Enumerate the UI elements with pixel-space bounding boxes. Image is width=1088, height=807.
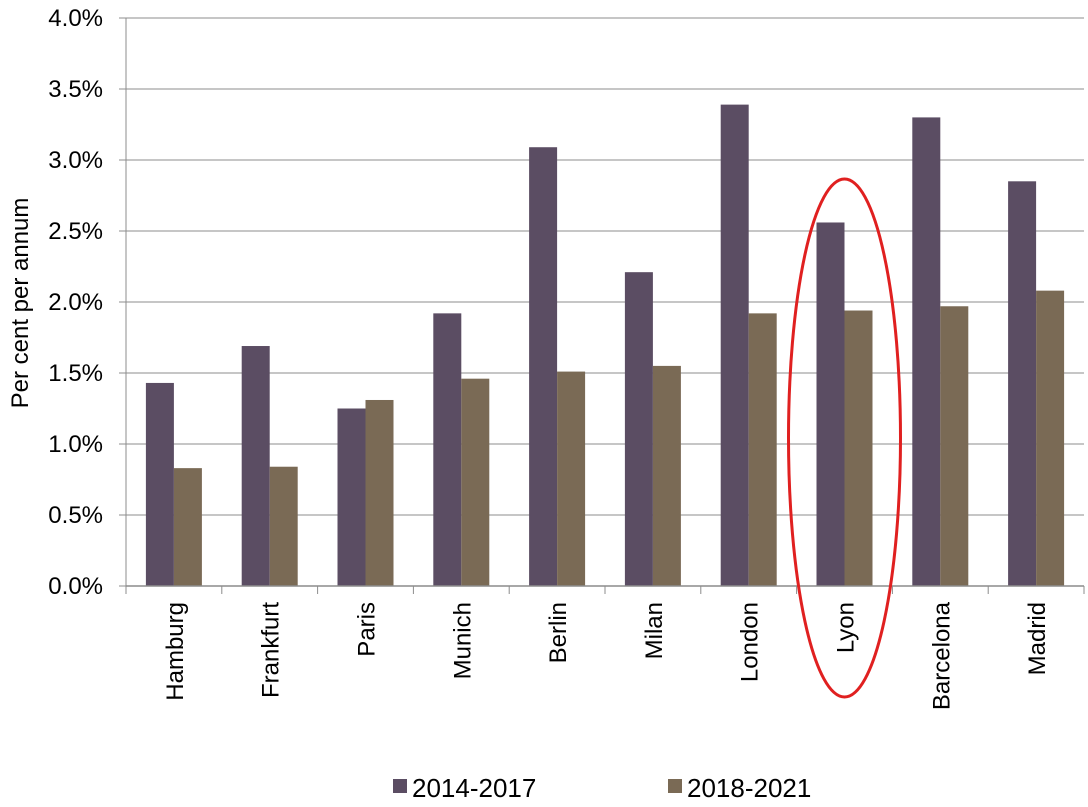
bar-milan-2014-2017	[624, 272, 653, 586]
x-tick-label: Milan	[641, 602, 668, 659]
x-tick-label: Frankfurt	[258, 602, 285, 698]
y-axis-title: Per cent per annum	[7, 198, 34, 409]
x-tick-labels: Hamburg Frankfurt Paris Munich Berlin Milan Lo…	[162, 601, 1051, 710]
bar-lyon-2018-2021	[844, 310, 873, 586]
x-tick-label: London	[737, 602, 764, 682]
bar-madrid-2014-2017	[1008, 181, 1037, 587]
legend-swatch	[668, 779, 682, 793]
bar-paris-2014-2017	[337, 408, 366, 586]
annotation-ellipse	[787, 177, 902, 699]
legend-label: 2018-2021	[687, 773, 811, 803]
bar-barcelona-2018-2021	[940, 306, 969, 586]
bar-paris-2018-2021	[365, 399, 394, 586]
x-tick-label: Barcelona	[928, 601, 955, 710]
x-tick-label: Madrid	[1024, 602, 1051, 675]
bar-frankfurt-2018-2021	[269, 466, 298, 586]
y-tick-label: 3.5%	[48, 76, 103, 103]
axes	[125, 18, 1085, 594]
bar-hamburg-2018-2021	[173, 468, 202, 586]
y-tick-label: 1.5%	[48, 360, 103, 387]
bar-lyon-2014-2017	[816, 222, 845, 587]
legend-label: 2014-2017	[412, 773, 536, 803]
y-tick-label: 2.0%	[48, 289, 103, 316]
y-tick-label: 4.0%	[48, 5, 103, 32]
x-tick-label: Hamburg	[162, 602, 189, 701]
bar-milan-2018-2021	[652, 365, 681, 586]
y-tick-label: 2.5%	[48, 218, 103, 245]
x-tick-label: Lyon	[833, 602, 860, 653]
y-tick-label: 1.0%	[48, 431, 103, 458]
bar-berlin-2018-2021	[557, 371, 586, 586]
bar-madrid-2018-2021	[1036, 290, 1065, 586]
bar-frankfurt-2014-2017	[241, 346, 270, 586]
y-tick-labels: 0.0% 0.5% 1.0% 1.5% 2.0% 2.5% 3.0% 3.5% 4.0%	[48, 5, 103, 600]
bars	[145, 104, 1065, 587]
y-tick-label: 3.0%	[48, 147, 103, 174]
bar-barcelona-2014-2017	[912, 117, 941, 587]
bar-london-2014-2017	[720, 104, 749, 587]
legend-swatch	[393, 779, 407, 793]
bar-london-2018-2021	[748, 313, 777, 586]
bar-munich-2018-2021	[461, 378, 490, 586]
y-tick-label: 0.0%	[48, 573, 103, 600]
x-tick-label: Munich	[449, 602, 476, 679]
highlight-ellipse	[787, 177, 902, 699]
x-tick-label: Paris	[354, 602, 381, 657]
bar-munich-2014-2017	[433, 313, 462, 586]
bar-hamburg-2014-2017	[145, 382, 174, 586]
legend: 2014-2017 2018-2021	[393, 773, 811, 803]
y-tick-label: 0.5%	[48, 502, 103, 529]
x-tick-label: Berlin	[545, 602, 572, 663]
bar-berlin-2014-2017	[529, 147, 558, 586]
